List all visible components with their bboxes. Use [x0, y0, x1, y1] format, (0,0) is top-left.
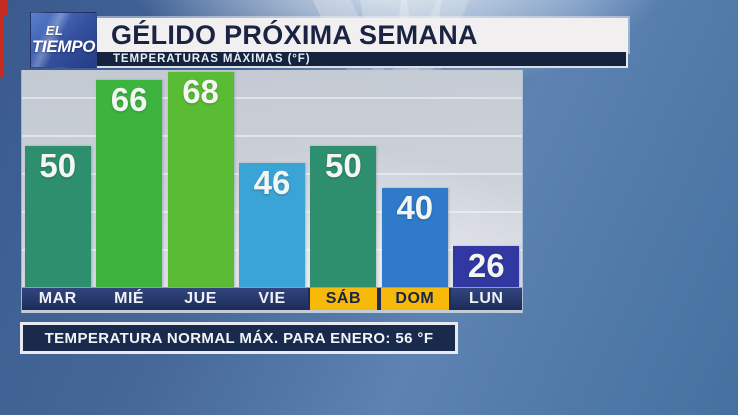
temp-bar-DOM: 40 — [381, 188, 448, 287]
day-label-SÁB: SÁB — [307, 288, 380, 310]
bar-column: 46 — [236, 70, 307, 287]
day-strip: MAR MIÉ JUE VIE SÁB DOM LUN — [22, 287, 522, 313]
day-label-MAR: MAR — [38, 290, 77, 307]
red-corner-accent — [0, 0, 8, 15]
temp-bar-SÁB: 50 — [310, 146, 377, 287]
day-label-LUN: LUN — [469, 290, 504, 307]
bar-value-label: 26 — [467, 247, 505, 284]
temp-bar-MAR: 50 — [24, 146, 91, 287]
day-label-VIE: VIE — [258, 290, 286, 307]
page-title: GÉLIDO PRÓXIMA SEMANA — [111, 19, 478, 50]
bar-value-label: 46 — [253, 164, 291, 201]
subtitle-bar: TEMPERATURAS MÁXIMAS (°F) — [97, 52, 628, 68]
bar-column: 68 — [165, 70, 236, 287]
normal-temperature-banner: TEMPERATURA NORMAL MÁX. PARA ENERO: 56 °… — [20, 322, 458, 354]
headline-bar: GÉLIDO PRÓXIMA SEMANA — [95, 18, 628, 52]
logo-line2: TIEMPO — [31, 36, 96, 56]
normal-temperature-note: TEMPERATURA NORMAL MÁX. PARA ENERO: 56 °… — [44, 329, 434, 347]
bars: 50 66 68 46 50 40 26 — [22, 70, 522, 287]
temp-bar-LUN: 26 — [453, 246, 520, 287]
chart-panel: 50 66 68 46 50 40 26 MAR MIÉ JUE VIE SÁB DOM LUN — [22, 70, 522, 313]
temp-bar-MIÉ: 66 — [96, 80, 163, 287]
day-label-JUE: JUE — [184, 290, 217, 307]
bar-column: 40 — [379, 70, 450, 287]
bar-column: 66 — [93, 70, 164, 287]
bar-value-label: 50 — [39, 147, 77, 184]
bar-column: 50 — [308, 70, 379, 287]
bar-value-label: 40 — [396, 189, 434, 226]
red-corner-accent — [0, 0, 3, 78]
bar-value-label: 50 — [325, 147, 362, 184]
bar-value-label: 66 — [110, 81, 148, 118]
logo-line1: EL — [45, 22, 64, 38]
bar-value-label: 68 — [182, 73, 219, 110]
chart-subtitle: TEMPERATURAS MÁXIMAS (°F) — [113, 53, 311, 65]
day-label-MIÉ: MIÉ — [114, 290, 145, 307]
bar-column: 50 — [22, 70, 93, 287]
day-label-DOM: DOM — [379, 288, 451, 310]
temp-bar-JUE: 68 — [167, 72, 234, 287]
temp-bar-VIE: 46 — [238, 163, 305, 287]
bar-column: 26 — [451, 70, 522, 287]
el-tiempo-logo: EL TIEMPO — [30, 12, 97, 68]
